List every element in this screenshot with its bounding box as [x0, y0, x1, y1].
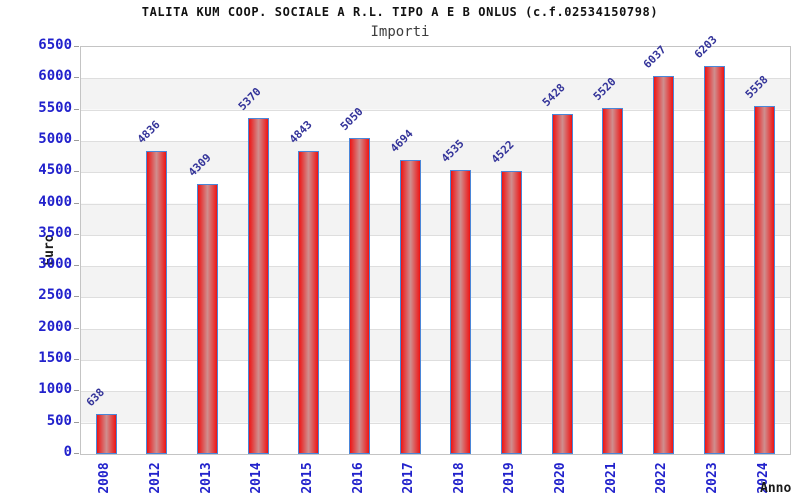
gridline [81, 109, 790, 111]
y-tick-mark [74, 108, 79, 110]
bar [551, 114, 573, 454]
x-tick-label: 2020 [553, 462, 569, 494]
x-tick-label: 2019 [502, 462, 518, 494]
bar-value-text: 5558 [742, 73, 771, 101]
bar-value-text: 4309 [185, 151, 214, 179]
x-axis-title: Anno [760, 481, 792, 496]
gridline [81, 328, 790, 330]
bar [247, 118, 269, 454]
x-tick-label: 2015 [299, 462, 315, 494]
y-tick-label: 2000 [38, 318, 72, 335]
x-tick-label: 2022 [654, 462, 670, 494]
y-tick-label: 3000 [38, 256, 72, 273]
bar [652, 76, 674, 454]
y-tick-mark [74, 421, 79, 423]
gridline [81, 360, 790, 362]
y-tick-label: 0 [63, 444, 72, 460]
x-tick-label: 2008 [97, 462, 113, 494]
gridline [81, 266, 790, 268]
chart-subtitle: Importi [370, 24, 430, 40]
bar [450, 170, 472, 454]
chart-title: TALITA KUM COOP. SOCIALE A R.L. TIPO A E… [141, 5, 659, 19]
gridline [81, 422, 790, 424]
y-tick-mark [74, 327, 79, 329]
y-tick-mark [74, 296, 79, 298]
bar [602, 108, 624, 454]
gridline [81, 297, 790, 299]
y-tick-mark [74, 139, 79, 141]
y-tick-mark [74, 46, 79, 47]
x-tick-label: 2023 [705, 462, 721, 494]
x-tick-label: 2018 [451, 462, 467, 494]
bar [349, 138, 371, 454]
y-tick-label: 1500 [38, 350, 72, 367]
bar [95, 414, 117, 454]
y-tick-label: 6000 [38, 68, 72, 85]
y-tick-label: 5500 [38, 99, 72, 116]
y-tick-mark [74, 77, 79, 79]
gridline [81, 234, 790, 236]
gridline [81, 203, 790, 205]
x-tick-label: 2021 [603, 462, 619, 494]
x-tick-label: 2012 [147, 462, 163, 494]
x-tick-label: 2013 [198, 462, 214, 494]
bar [703, 66, 725, 454]
bar-value-text: 6037 [641, 43, 670, 71]
y-tick-mark [74, 171, 79, 173]
y-tick-label: 3500 [38, 224, 72, 241]
y-tick-mark [74, 202, 79, 204]
y-tick-mark [74, 453, 79, 454]
y-tick-mark [74, 359, 79, 361]
x-tick-label: 2016 [350, 462, 366, 494]
y-tick-label: 2500 [38, 287, 72, 304]
gridline [81, 391, 790, 393]
gridline [81, 172, 790, 174]
plot-area: 638 4836 4309 5370 4843 5050 4694 4535 4522 5428 5… [80, 33, 791, 455]
bar [754, 106, 776, 454]
bar [197, 184, 219, 454]
x-tick-label: 2014 [249, 462, 265, 494]
y-tick-label: 500 [46, 412, 72, 429]
bar [399, 160, 421, 454]
y-tick-label: 4000 [38, 193, 72, 210]
x-tick-label: 2017 [401, 462, 417, 494]
bar-value-text: 5428 [539, 81, 568, 109]
gridline [81, 78, 790, 80]
bar [500, 171, 522, 454]
y-tick-mark [74, 233, 79, 235]
y-tick-mark [74, 265, 79, 267]
y-tick-label: 4500 [38, 162, 72, 179]
y-tick-label: 1000 [38, 381, 72, 398]
bar-value-text: 638 [84, 385, 108, 409]
y-tick-mark [74, 390, 79, 392]
bar [146, 151, 168, 454]
y-tick-label: 6500 [38, 37, 72, 53]
y-tick-label: 5000 [38, 130, 72, 147]
bar [298, 151, 320, 454]
bar-value-text: 4522 [489, 138, 518, 166]
gridline [81, 140, 790, 142]
